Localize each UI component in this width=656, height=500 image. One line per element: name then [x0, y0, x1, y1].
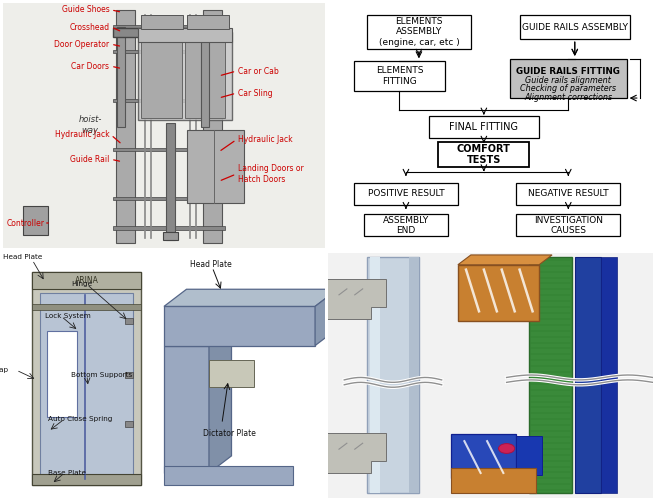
- Bar: [187, 14, 228, 30]
- Text: Landing Doors or
Hatch Doors: Landing Doors or Hatch Doors: [238, 164, 304, 184]
- Text: NEGATIVE RESULT: NEGATIVE RESULT: [528, 189, 609, 198]
- Bar: [138, 28, 232, 42]
- Polygon shape: [209, 328, 232, 473]
- Text: Car Doors: Car Doors: [72, 62, 110, 70]
- Bar: [113, 196, 225, 200]
- Bar: [201, 27, 209, 128]
- Text: Car or Cab: Car or Cab: [238, 66, 279, 76]
- Polygon shape: [164, 289, 338, 306]
- Bar: [370, 258, 380, 492]
- Polygon shape: [315, 289, 338, 346]
- Text: INVESTIGATION
CAUSES: INVESTIGATION CAUSES: [534, 216, 603, 235]
- Text: Crosshead: Crosshead: [70, 22, 110, 32]
- Ellipse shape: [499, 444, 515, 454]
- Bar: [510, 59, 626, 98]
- Text: hoist-
way: hoist- way: [78, 116, 102, 134]
- Text: ELEMENTS
ASSEMBLY
(engine, car, etc ): ELEMENTS ASSEMBLY (engine, car, etc ): [379, 17, 459, 47]
- Polygon shape: [318, 279, 386, 318]
- Text: COMFORT
TESTS: COMFORT TESTS: [457, 144, 511, 165]
- Text: ELEMENTS
FITTING: ELEMENTS FITTING: [376, 66, 423, 86]
- Text: FINAL FITTING: FINAL FITTING: [449, 122, 518, 132]
- Bar: [186, 130, 245, 204]
- Bar: [601, 258, 617, 492]
- Bar: [409, 258, 419, 492]
- Text: Guide Shoes: Guide Shoes: [62, 6, 110, 15]
- Bar: [22, 206, 49, 236]
- Text: Lock System: Lock System: [45, 313, 91, 319]
- Polygon shape: [318, 434, 386, 473]
- Bar: [125, 318, 133, 324]
- Bar: [113, 50, 225, 54]
- Bar: [32, 272, 142, 289]
- Text: Hinge: Hinge: [71, 282, 92, 288]
- Text: ARINA: ARINA: [75, 276, 99, 285]
- Text: Dictator Plate: Dictator Plate: [203, 430, 255, 438]
- Bar: [125, 372, 133, 378]
- Bar: [142, 34, 182, 117]
- Bar: [138, 32, 232, 120]
- Bar: [32, 474, 142, 485]
- Bar: [363, 214, 448, 236]
- Bar: [203, 10, 222, 242]
- Bar: [451, 468, 536, 492]
- Text: Flap: Flap: [0, 367, 9, 373]
- Bar: [165, 122, 175, 240]
- Bar: [438, 142, 529, 167]
- Bar: [451, 434, 516, 478]
- Text: GUIDE RAILS FITTING: GUIDE RAILS FITTING: [516, 67, 620, 76]
- Text: Hydraulic Jack: Hydraulic Jack: [238, 135, 293, 144]
- Bar: [142, 14, 184, 30]
- Text: POSITIVE RESULT: POSITIVE RESULT: [367, 189, 444, 198]
- Polygon shape: [164, 306, 315, 346]
- Polygon shape: [164, 346, 209, 473]
- Bar: [113, 28, 225, 37]
- Bar: [516, 182, 621, 204]
- Text: Auto Close Spring: Auto Close Spring: [49, 416, 113, 422]
- Bar: [117, 27, 125, 128]
- Bar: [367, 14, 471, 49]
- Bar: [185, 34, 225, 117]
- Bar: [354, 62, 445, 90]
- Bar: [520, 14, 630, 40]
- Text: Car Sling: Car Sling: [238, 88, 272, 98]
- Text: Guide Rail: Guide Rail: [70, 155, 110, 164]
- Text: Bottom Supports: Bottom Supports: [71, 372, 132, 378]
- Text: Alignment corrections: Alignment corrections: [524, 93, 612, 102]
- Text: Checking of parameters: Checking of parameters: [520, 84, 616, 93]
- Text: Base Plate: Base Plate: [49, 470, 87, 476]
- Bar: [529, 258, 571, 492]
- Bar: [113, 98, 225, 102]
- Bar: [32, 272, 142, 485]
- Bar: [113, 226, 225, 230]
- Bar: [428, 116, 539, 138]
- Bar: [113, 25, 225, 29]
- Bar: [40, 293, 133, 479]
- Text: GUIDE RAILS ASSEMBLY: GUIDE RAILS ASSEMBLY: [522, 22, 628, 32]
- Text: ASSEMBLY
END: ASSEMBLY END: [383, 216, 429, 235]
- Bar: [354, 182, 458, 204]
- Bar: [516, 214, 621, 236]
- Polygon shape: [164, 466, 293, 485]
- Bar: [367, 258, 419, 492]
- Bar: [115, 10, 135, 242]
- Bar: [47, 331, 77, 416]
- Text: Door Operator: Door Operator: [54, 40, 110, 48]
- Polygon shape: [458, 255, 552, 265]
- Bar: [163, 232, 178, 240]
- Text: Head Plate: Head Plate: [190, 260, 232, 269]
- Text: Controller: Controller: [7, 218, 45, 228]
- Text: Hydraulic Jack: Hydraulic Jack: [54, 130, 110, 140]
- Bar: [125, 421, 133, 427]
- Text: Head Plate: Head Plate: [3, 254, 43, 260]
- Bar: [32, 304, 142, 310]
- Bar: [575, 258, 601, 492]
- Bar: [516, 436, 543, 476]
- Bar: [458, 265, 539, 321]
- Text: Guide rails alignment: Guide rails alignment: [525, 76, 611, 84]
- Bar: [113, 148, 225, 152]
- Polygon shape: [209, 360, 254, 387]
